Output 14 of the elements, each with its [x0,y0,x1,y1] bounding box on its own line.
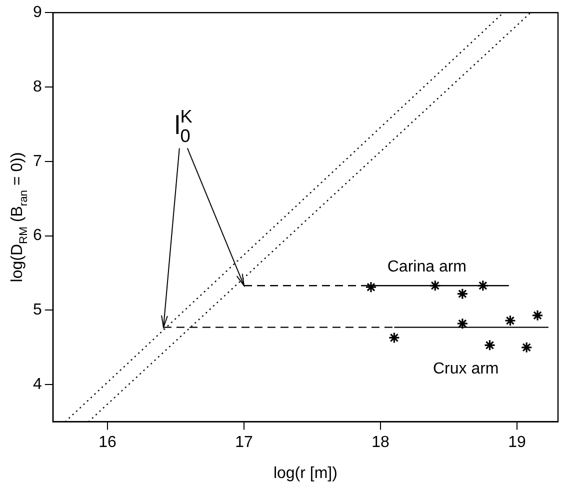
x-tick-label: 18 [372,434,390,451]
y-axis-title: log(DRM (Bran = 0)) [9,152,30,282]
series-label: Crux arm [432,360,499,378]
series-label: Carina arm [387,258,467,276]
y-tick-label: 8 [32,78,42,96]
y-tick-label: 4 [32,376,42,394]
x-tick-label: 17 [235,434,254,451]
x-tick-label: 16 [98,434,117,451]
y-tick-label: 9 [32,4,42,22]
x-axis-title: log(r [m]) [273,464,338,482]
y-tick-label: 7 [32,152,42,170]
x-tick-label: 19 [508,434,526,451]
y-tick-label: 5 [32,302,42,319]
y-tick-label: 6 [32,227,42,244]
